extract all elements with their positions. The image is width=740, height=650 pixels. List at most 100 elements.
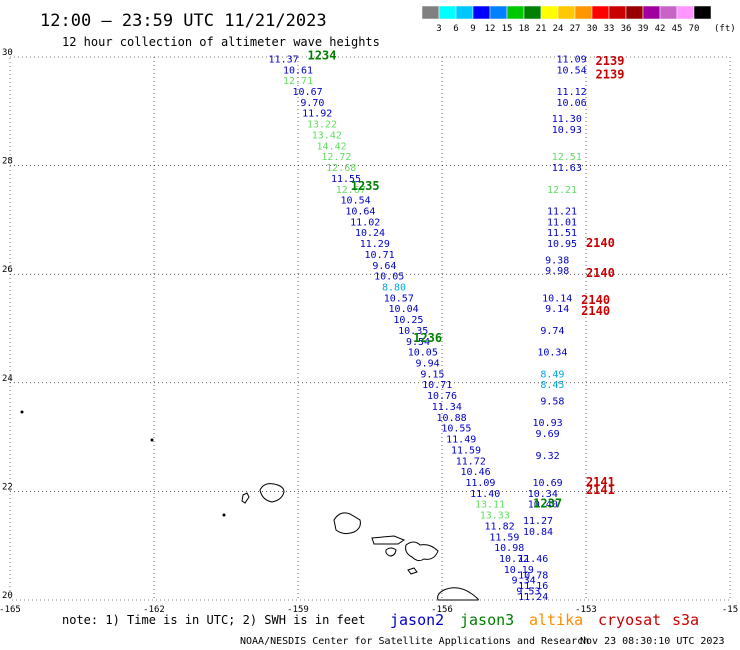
wave-height-label: 11.37 xyxy=(269,54,299,65)
wave-height-label: 11.59 xyxy=(489,532,519,543)
wave-height-label: 9.38 xyxy=(545,255,569,266)
wave-height-label: 9.94 xyxy=(416,359,440,370)
wave-height-label: 10.98 xyxy=(494,543,524,554)
wave-height-label: 11.51 xyxy=(547,228,577,239)
wave-height-label: 9.34 xyxy=(512,576,536,587)
colorbar-swatch xyxy=(642,5,661,20)
colorbar-swatch xyxy=(659,5,678,20)
wave-height-label: 10.34 xyxy=(537,348,567,359)
wave-height-label: 11.59 xyxy=(451,445,481,456)
wave-height-label: 11.27 xyxy=(523,516,553,527)
colorbar-swatch xyxy=(625,5,644,20)
colorbar-label: 9 xyxy=(470,24,475,34)
colorbar-swatch xyxy=(693,5,712,20)
colorbar-label: 45 xyxy=(672,24,683,34)
wave-height-label: 11.55 xyxy=(331,174,361,185)
track-time-label: 2141 xyxy=(586,475,615,489)
x-tick-label: -162 xyxy=(143,605,165,615)
island-lanai xyxy=(385,547,397,557)
colorbar-swatch xyxy=(506,5,525,20)
track-time-label: 2140 xyxy=(586,266,615,280)
colorbar-swatch xyxy=(438,5,457,20)
y-tick-label: 20 xyxy=(2,591,13,601)
colorbar-swatch xyxy=(523,5,542,20)
wave-height-label: 11.09 xyxy=(465,478,495,489)
data-labels: 11.3710.6112.7110.679.7011.9213.2213.421… xyxy=(269,54,587,603)
wave-height-label: 11.82 xyxy=(485,521,515,532)
wave-height-label: 10.69 xyxy=(533,478,563,489)
x-tick-label: -156 xyxy=(431,605,453,615)
island-kauai xyxy=(259,483,285,503)
island-dot xyxy=(20,410,24,414)
wave-height-label: 10.24 xyxy=(355,228,385,239)
wave-height-label: 11.21 xyxy=(547,206,577,217)
wave-height-label: 11.16 xyxy=(518,581,548,592)
track-time-label: 1234 xyxy=(308,49,337,63)
colorbar-label: 36 xyxy=(621,24,632,34)
island-dot xyxy=(150,438,154,442)
legend-s3a: s3a xyxy=(672,611,699,629)
colorbar-label: 70 xyxy=(689,24,700,34)
wave-height-label: 11.24 xyxy=(518,592,548,603)
wave-height-label: 9.54 xyxy=(406,337,430,348)
track-time-label: 2139 xyxy=(596,54,625,68)
wave-height-label: 12.67 xyxy=(336,185,366,196)
colorbar: 3 6 9 12 15 18 21 24 27 30 33 36 39 42 45 70 xyxy=(421,5,712,34)
colorbar-label: 42 xyxy=(655,24,666,34)
track-time-label: 1235 xyxy=(351,179,380,193)
wave-height-label: 10.40 xyxy=(528,500,558,511)
colorbar-swatch xyxy=(608,5,627,20)
wave-height-label: 10.67 xyxy=(293,87,323,98)
colorbar-label: 15 xyxy=(502,24,513,34)
wave-height-label: 12.71 xyxy=(283,76,313,87)
colorbar-label: 12 xyxy=(485,24,496,34)
wave-height-label: 11.49 xyxy=(446,435,476,446)
wave-height-label: 11.01 xyxy=(547,217,577,228)
wave-height-label: 11.09 xyxy=(557,54,587,65)
wave-height-label: 9.15 xyxy=(420,369,444,380)
grid xyxy=(10,57,730,600)
wave-height-label: 9.69 xyxy=(536,429,560,440)
wave-height-label: 12.51 xyxy=(552,152,582,163)
colorbar-label: 30 xyxy=(587,24,598,34)
wave-height-label: 10.93 xyxy=(533,418,563,429)
wave-height-label: 11.02 xyxy=(350,217,380,228)
wave-height-label: 13.11 xyxy=(475,500,505,511)
island-maui xyxy=(405,541,439,562)
wave-height-label: 11.72 xyxy=(456,456,486,467)
wave-height-label: 13.22 xyxy=(307,120,337,131)
wave-height-label: 10.54 xyxy=(341,196,371,207)
wave-height-label: 10.84 xyxy=(523,527,553,538)
wave-height-label: 13.33 xyxy=(480,511,510,522)
wave-height-label: 10.95 xyxy=(547,239,577,250)
track-time-label: 2139 xyxy=(596,68,625,82)
legend-altika: altika xyxy=(529,611,583,629)
colorbar-swatch xyxy=(489,5,508,20)
wave-height-label: 10.35 xyxy=(398,326,428,337)
colorbar-label: 6 xyxy=(453,24,458,34)
island-dot xyxy=(222,513,226,517)
island-outlines xyxy=(20,410,479,601)
wave-height-label: 8.80 xyxy=(382,282,406,293)
wave-height-label: 10.78 xyxy=(518,570,548,581)
x-tick-label: -15 xyxy=(722,605,738,615)
wave-height-label: 11.12 xyxy=(557,87,587,98)
colorbar-swatch xyxy=(574,5,593,20)
wave-height-label: 8.49 xyxy=(540,369,564,380)
wave-height-label: 11.29 xyxy=(360,239,390,250)
track-time-label: 2141 xyxy=(586,483,615,497)
x-tick-label: -153 xyxy=(575,605,597,615)
colorbar-swatch xyxy=(540,5,559,20)
y-tick-label: 26 xyxy=(2,265,13,275)
colorbar-label: 3 xyxy=(436,24,441,34)
track-time-label: 1236 xyxy=(413,331,442,345)
wave-height-label: 10.46 xyxy=(461,467,491,478)
wave-height-label: 12.68 xyxy=(326,163,356,174)
wave-height-label: 9.14 xyxy=(545,304,569,315)
footer-credit: NOAA/NESDIS Center for Satellite Applica… xyxy=(240,636,589,647)
track-annotations: 1234123512361237213921392140214021402140… xyxy=(308,49,625,511)
legend-jason2: jason2 xyxy=(390,611,444,629)
wave-height-label: 8.45 xyxy=(540,380,564,391)
wave-height-label: 10.06 xyxy=(557,98,587,109)
